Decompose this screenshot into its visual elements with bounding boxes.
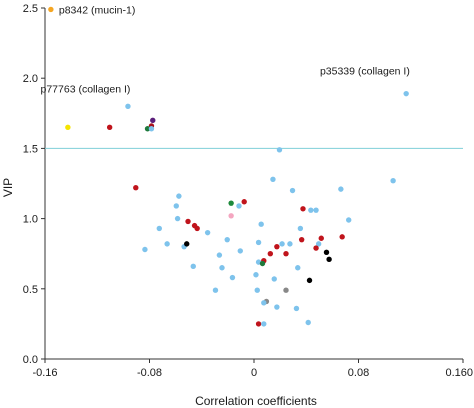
data-point — [300, 206, 306, 212]
data-point — [174, 215, 181, 222]
y-tick-label: 0.5 — [23, 284, 38, 296]
data-point — [106, 124, 113, 131]
data-point — [306, 277, 313, 284]
data-point — [279, 241, 285, 247]
y-tick-label: 1.5 — [23, 143, 38, 155]
data-point — [258, 221, 264, 227]
data-point — [148, 126, 155, 132]
data-point — [297, 225, 304, 232]
data-point — [313, 207, 319, 213]
data-point — [271, 276, 277, 282]
data-point — [295, 265, 301, 271]
data-point — [261, 321, 267, 327]
point-annotation: p35339 (collagen I) — [320, 65, 410, 77]
x-tick-label: 0.160 — [445, 367, 473, 379]
data-point — [261, 300, 267, 306]
axes: 0.0 0.5 1.0 1.5 2.0 2.5 -0.16 -0.08 0 0.08 0.160 — [23, 3, 473, 379]
x-tick-label: 0.08 — [348, 367, 369, 379]
data-point — [133, 185, 139, 191]
data-point — [237, 248, 243, 254]
data-point — [194, 225, 200, 232]
data-point — [267, 251, 274, 257]
data-point — [212, 287, 219, 293]
data-point — [403, 90, 409, 97]
data-point — [255, 239, 262, 246]
data-point — [216, 252, 223, 258]
data-point — [283, 251, 289, 257]
data-point — [236, 203, 242, 209]
data-point — [283, 287, 289, 293]
data-point — [150, 117, 156, 124]
y-tick-label: 2.5 — [23, 3, 38, 15]
data-point — [270, 176, 276, 182]
data-point — [287, 241, 293, 247]
data-point — [254, 287, 260, 293]
data-point — [313, 245, 319, 251]
data-point — [326, 256, 332, 263]
data-point — [228, 213, 234, 219]
data-point — [173, 203, 179, 209]
y-axis-label: VIP — [1, 178, 15, 197]
y-tick-label: 2.0 — [23, 73, 38, 85]
data-point — [305, 319, 311, 326]
data-point — [219, 265, 225, 271]
data-point — [229, 274, 236, 281]
data-points — [48, 6, 409, 327]
x-tick-label: -0.08 — [137, 367, 162, 379]
data-point — [293, 305, 300, 312]
data-point — [142, 246, 148, 253]
y-tick-label: 1.0 — [23, 214, 38, 226]
x-tick-label: -0.16 — [32, 367, 57, 379]
data-point — [164, 241, 170, 247]
data-point — [176, 193, 182, 199]
data-point — [298, 236, 305, 243]
data-point — [318, 235, 324, 241]
data-point — [190, 263, 196, 270]
data-point — [274, 243, 280, 250]
data-point — [144, 126, 151, 132]
data-point — [241, 199, 247, 205]
x-tick-label: 0 — [251, 367, 257, 379]
data-point — [125, 103, 131, 109]
data-point — [65, 124, 71, 131]
data-point — [253, 272, 259, 278]
data-point — [308, 207, 314, 213]
data-point — [274, 304, 280, 310]
x-axis-label: Correlation coefficients — [195, 394, 317, 408]
data-point — [323, 249, 330, 255]
data-point — [339, 234, 345, 240]
data-point — [259, 260, 266, 267]
data-point — [289, 187, 296, 194]
point-annotation: p77763 (collagen I) — [41, 84, 131, 96]
data-point — [184, 241, 190, 247]
data-point — [276, 147, 283, 153]
data-point — [346, 217, 352, 223]
data-point — [204, 229, 211, 236]
data-point — [315, 241, 322, 247]
data-point — [228, 200, 234, 206]
data-point — [185, 218, 191, 225]
point-annotations: p8342 (mucin-1) p77763 (collagen I) p35339… — [41, 4, 410, 95]
data-point — [48, 6, 54, 13]
data-point — [338, 186, 344, 192]
data-point — [224, 236, 230, 243]
point-annotation: p8342 (mucin-1) — [59, 4, 135, 16]
data-point — [156, 225, 162, 232]
y-tick-label: 0.0 — [23, 354, 38, 366]
data-point — [255, 321, 262, 327]
data-point — [390, 177, 396, 184]
